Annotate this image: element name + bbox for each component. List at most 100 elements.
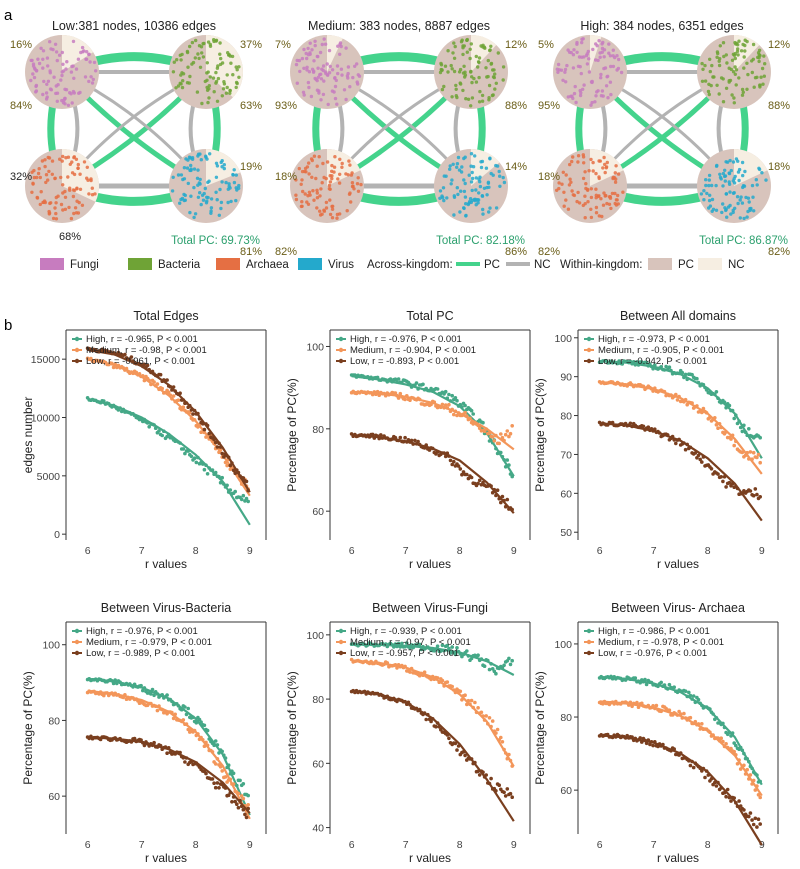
- data-point: [737, 799, 741, 803]
- archaea-node: [72, 155, 77, 159]
- virus-node: [728, 203, 732, 208]
- archaea-node: [305, 200, 309, 204]
- fungi-node: [309, 94, 314, 99]
- fungi-node: [330, 89, 335, 93]
- bacteria-node: [480, 99, 485, 103]
- bacteria-node: [730, 93, 734, 97]
- data-point: [490, 435, 495, 439]
- archaea-node: [59, 175, 63, 180]
- bacteria-node: [461, 88, 465, 93]
- data-point: [450, 645, 455, 649]
- archaea-node: [616, 172, 621, 176]
- data-point: [443, 389, 448, 394]
- archaea-node: [89, 178, 93, 183]
- x-tick-label: 8: [457, 545, 463, 557]
- fungi-node: [82, 49, 86, 53]
- bacteria-node: [190, 40, 195, 45]
- y-tick-label: 100: [554, 639, 572, 651]
- bacteria-node: [717, 63, 722, 68]
- data-point: [429, 677, 433, 682]
- y-tick-label: 70: [560, 449, 572, 461]
- bacteria-node: [198, 65, 203, 70]
- bacteria-node: [196, 52, 200, 56]
- bacteria-node: [750, 70, 754, 75]
- virus-node: [219, 160, 223, 165]
- bacteria-node: [171, 70, 176, 74]
- archaea-node: [37, 167, 41, 171]
- archaea-node: [307, 172, 311, 176]
- archaea-node: [317, 155, 321, 159]
- bacteria-node: [220, 94, 224, 98]
- fungi-node: [611, 64, 616, 69]
- archaea-node: [604, 166, 608, 170]
- bacteria-node: [237, 75, 241, 80]
- bacteria-node: [717, 92, 721, 96]
- data-point: [370, 432, 375, 437]
- archaea-node: [319, 187, 323, 191]
- data-point: [758, 822, 762, 826]
- fungi-node: [316, 66, 320, 70]
- data-point: [640, 701, 644, 706]
- archaea-node: [584, 186, 588, 191]
- data-point: [443, 403, 448, 407]
- fit-line: [599, 675, 763, 786]
- fungi-node: [606, 74, 610, 79]
- archaea-node: [50, 172, 54, 176]
- fungi-node: [556, 70, 560, 75]
- bacteria-pc-pct: 88%: [505, 100, 527, 112]
- bacteria-node: [449, 63, 453, 68]
- data-point: [738, 804, 743, 808]
- bacteria-node: [733, 56, 737, 61]
- data-point: [724, 742, 728, 746]
- archaea-node: [602, 155, 606, 160]
- archaea-node: [72, 188, 77, 193]
- fungi-node: [564, 80, 568, 84]
- archaea-node: [591, 169, 595, 173]
- virus-node: [463, 155, 467, 159]
- bacteria-node: [206, 100, 210, 105]
- virus-node: [724, 208, 728, 213]
- data-point: [166, 390, 171, 395]
- legend-archaea: Archaea: [246, 259, 289, 271]
- virus-node: [747, 200, 751, 204]
- virus-node: [176, 173, 181, 177]
- archaea-node: [614, 164, 618, 168]
- data-point: [688, 715, 693, 720]
- y-tick-label: 40: [312, 823, 324, 835]
- bacteria-node: [496, 51, 500, 55]
- bacteria-node: [480, 93, 485, 98]
- fungi-node: [351, 75, 355, 80]
- archaea-node: [333, 155, 337, 159]
- fungi-node: [60, 50, 64, 55]
- legend-virus-swatch: [298, 258, 322, 270]
- archaea-node: [299, 182, 303, 186]
- bacteria-node: [753, 76, 758, 80]
- bacteria-nc-pct: 12%: [505, 39, 527, 51]
- bacteria-node: [491, 68, 495, 72]
- data-point: [396, 377, 401, 381]
- fungi-node: [71, 39, 76, 44]
- archaea-node: [324, 176, 328, 181]
- bacteria-node: [740, 93, 745, 97]
- data-point: [469, 408, 474, 413]
- archaea-node: [54, 217, 59, 221]
- archaea-node: [61, 208, 65, 212]
- bacteria-node: [459, 82, 463, 86]
- archaea-node: [63, 207, 68, 211]
- archaea-node: [30, 190, 34, 194]
- fungi-node: [321, 92, 326, 97]
- virus-node: [196, 152, 201, 156]
- fungi-node: [345, 74, 350, 78]
- archaea-node: [570, 159, 574, 164]
- bacteria-node: [465, 38, 469, 42]
- data-point: [725, 787, 730, 792]
- fungi-node: [574, 100, 578, 105]
- x-tick-label: 6: [85, 839, 91, 851]
- virus-node: [470, 188, 474, 193]
- data-point: [505, 497, 510, 502]
- data-point: [740, 429, 745, 434]
- archaea-node: [568, 177, 572, 181]
- archaea-node: [597, 194, 601, 198]
- x-tick-label: 7: [651, 839, 657, 851]
- fungi-node: [39, 46, 43, 50]
